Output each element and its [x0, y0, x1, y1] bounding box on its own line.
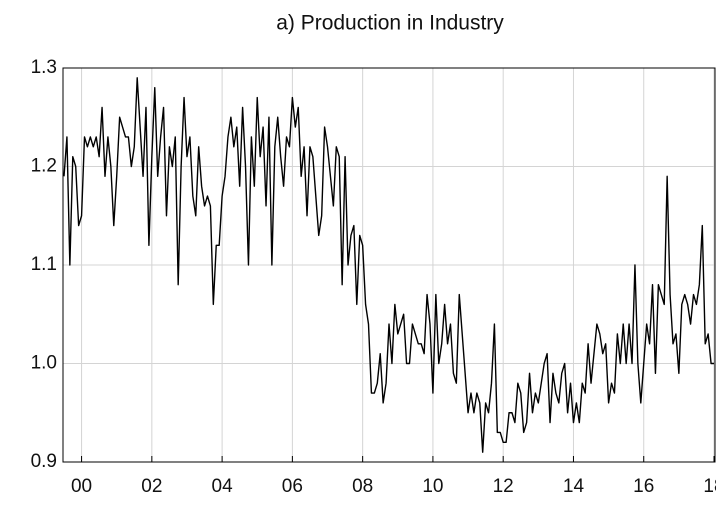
series-line	[63, 77, 714, 453]
x-tick-label: 04	[212, 476, 234, 497]
y-tick-label: 1.0	[31, 353, 57, 374]
x-tick-label: 08	[352, 476, 373, 497]
marks	[63, 77, 714, 453]
y-tick-label: 1.1	[31, 254, 57, 275]
x-tick-label: 12	[493, 476, 514, 497]
y-tick-label: 1.3	[31, 57, 57, 78]
y-tick-label: 0.9	[31, 451, 57, 472]
x-tick-label: 10	[422, 476, 443, 497]
x-tick-label: 14	[563, 476, 585, 497]
grid	[63, 67, 715, 463]
x-tick-label: 02	[141, 476, 162, 497]
x-tick-label: 00	[71, 476, 92, 497]
x-tick-label: 06	[282, 476, 303, 497]
x-tick-label: 18	[703, 476, 716, 497]
plot-frame	[62, 67, 716, 463]
y-tick-label: 1.2	[31, 156, 57, 177]
x-tick-label: 16	[633, 476, 654, 497]
chart-title: a) Production in Industry	[276, 12, 504, 35]
